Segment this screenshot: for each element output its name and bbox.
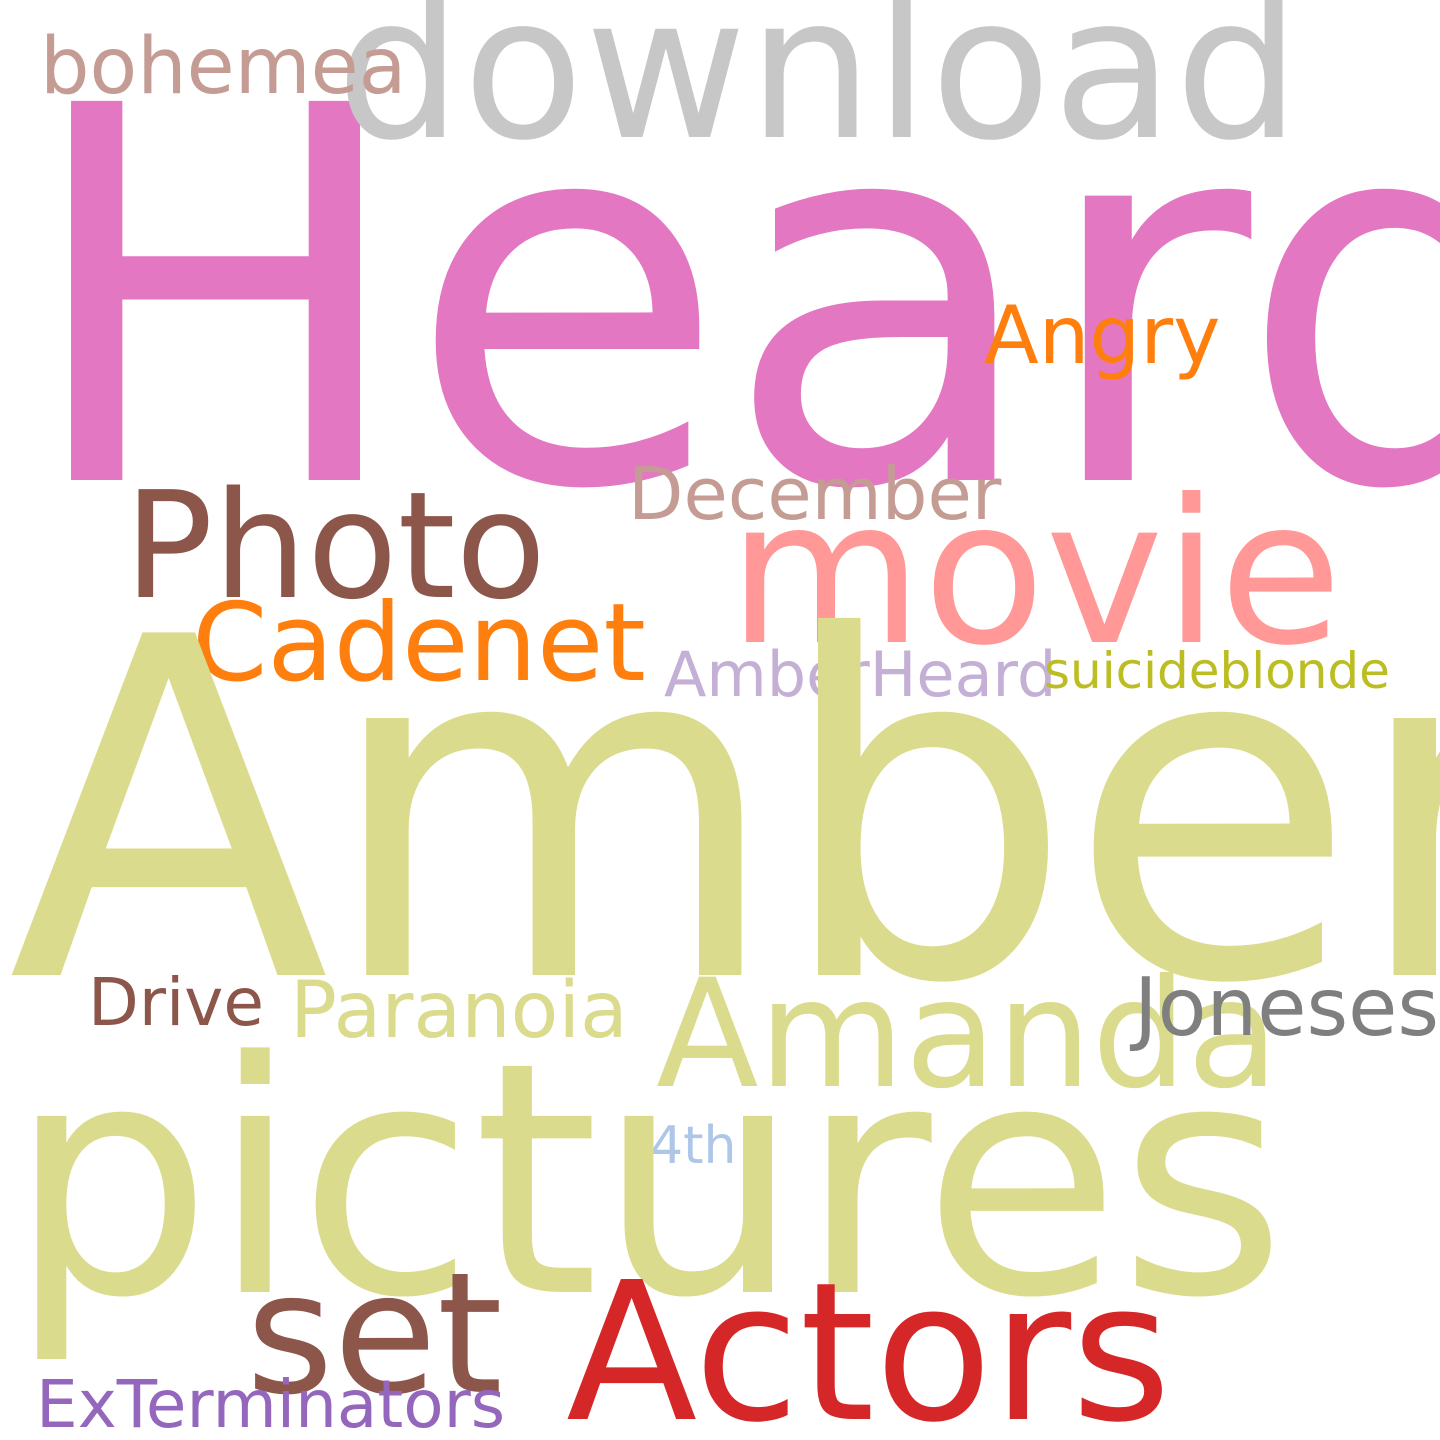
word-movie: movie <box>728 457 1343 690</box>
word-paranoia: Paranoia <box>290 966 628 1056</box>
word-4th: 4th <box>650 1116 737 1176</box>
word-amberheard: AmberHeard <box>664 638 1057 711</box>
word-cadenet: Cadenet <box>192 581 646 706</box>
word-bohemea: bohemea <box>40 22 407 112</box>
word-pictures: pictures <box>8 993 1286 1368</box>
word-download: download <box>336 0 1302 184</box>
word-drive: Drive <box>88 964 264 1041</box>
word-joneses: Joneses <box>1134 961 1440 1054</box>
word-heard: Heard <box>20 0 1440 603</box>
word-actors: Actors <box>566 1242 1172 1440</box>
word-photo: Photo <box>124 460 547 632</box>
word-suicideblonde: suicideblonde <box>1044 642 1390 700</box>
word-angry: Angry <box>984 289 1221 382</box>
word-amanda: Amanda <box>656 948 1279 1122</box>
word-exterminators: ExTerminators <box>36 1366 506 1440</box>
word-december: December <box>628 452 1002 536</box>
word-amber: Amber <box>8 539 1440 1086</box>
word-set: set <box>246 1236 503 1432</box>
